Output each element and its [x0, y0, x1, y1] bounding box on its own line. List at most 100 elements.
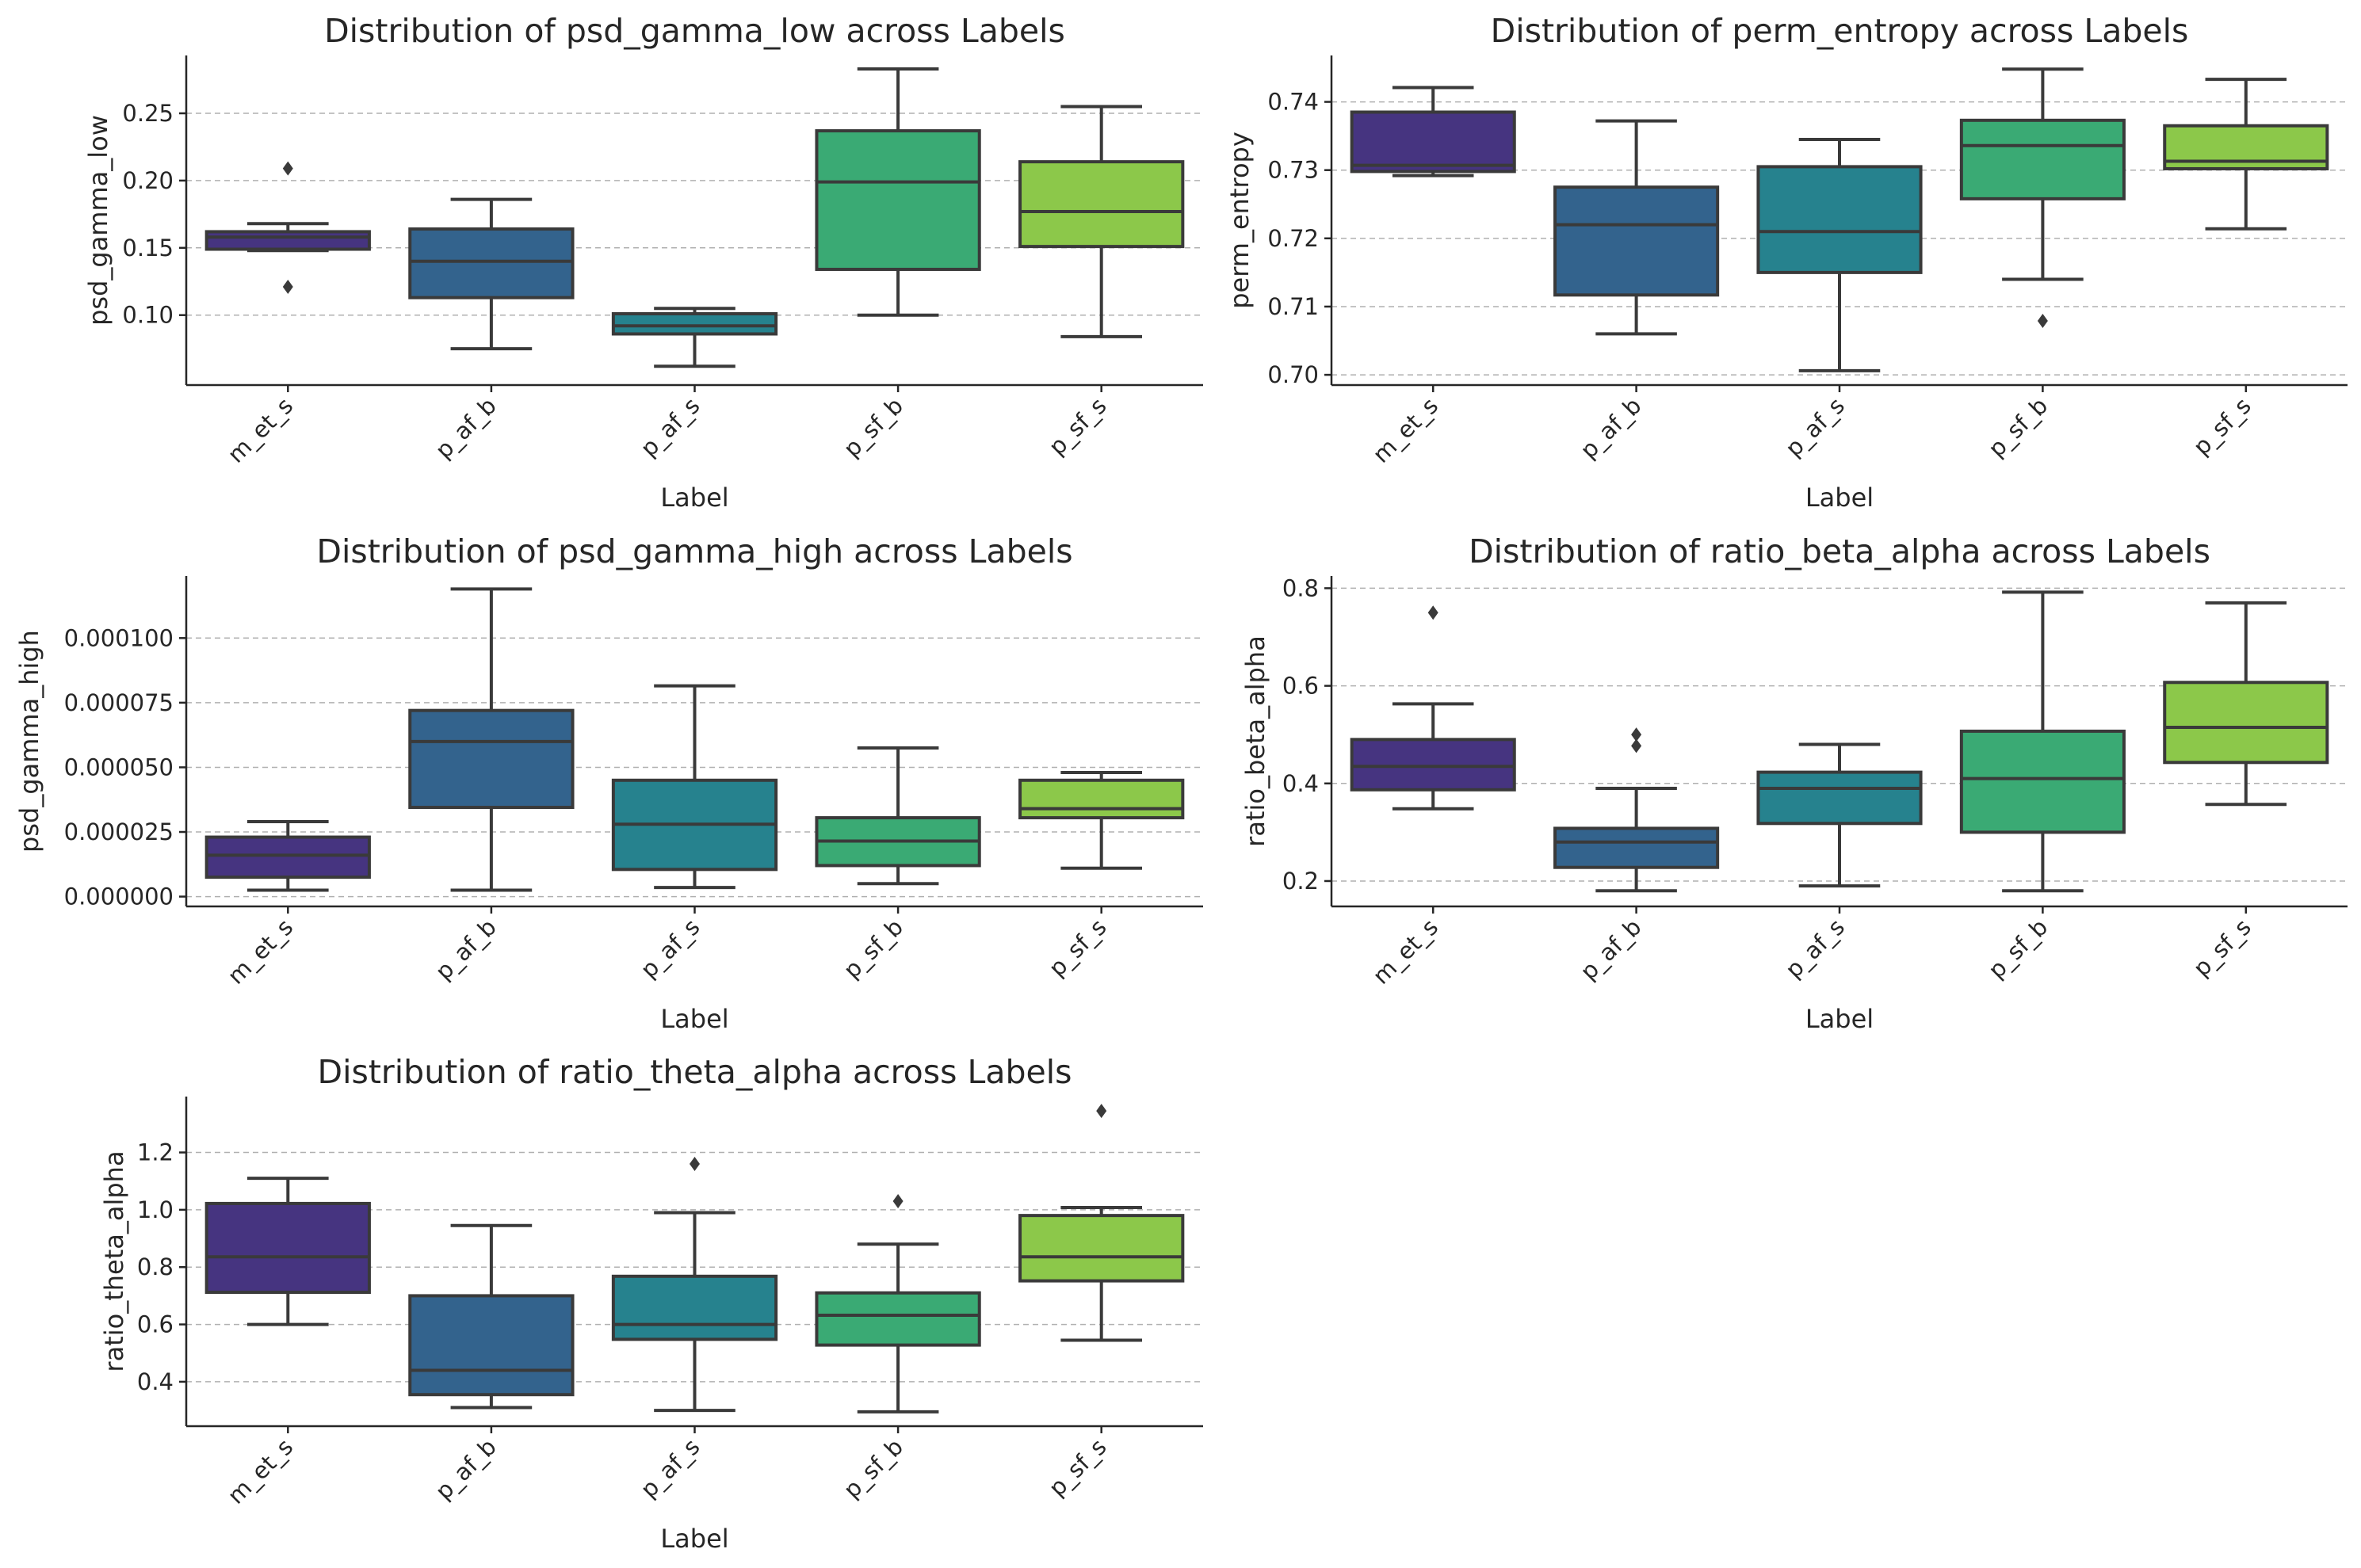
- iqr-box: [1350, 738, 1516, 792]
- iqr-box: [1018, 160, 1185, 249]
- x-tick-label: p_sf_b: [839, 1433, 908, 1503]
- x-tick-label: p_af_b: [430, 1433, 501, 1505]
- x-tick-label: p_af_s: [635, 1433, 705, 1503]
- chart-title: Distribution of perm_entropy across Labe…: [1491, 12, 2189, 50]
- subplot-1: 0.70 0.71 0.72 0.73 0.74 m_et_s p_af_b p_af_s p_…: [1224, 12, 2348, 513]
- iqr-box: [611, 312, 778, 336]
- x-tick-label: p_sf_b: [839, 914, 908, 983]
- box-p_sf_b: [1959, 590, 2126, 893]
- box-p_sf_s: [1018, 1104, 1185, 1342]
- chart-title: Distribution of psd_gamma_low across Lab…: [324, 12, 1065, 50]
- outlier-point: [282, 280, 293, 295]
- x-axis-label: Label: [660, 1524, 728, 1554]
- iqr-box: [815, 129, 981, 271]
- iqr-box: [1959, 118, 2126, 200]
- outlier-point: [1631, 727, 1642, 742]
- y-tick-label: 0.000075: [64, 689, 174, 716]
- y-axis-label: ratio_theta_alpha: [99, 1150, 129, 1372]
- x-axis-label: Label: [660, 1004, 728, 1034]
- y-axis-label: psd_gamma_high: [14, 630, 44, 853]
- y-tick-label: 0.71: [1267, 293, 1319, 320]
- iqr-box: [408, 1294, 575, 1397]
- x-tick-label: p_af_s: [635, 392, 705, 462]
- y-tick-label: 0.000025: [64, 818, 174, 845]
- y-tick-label: 0.4: [1282, 770, 1319, 797]
- box-p_af_s: [1756, 742, 1923, 888]
- box-p_af_s: [611, 307, 778, 368]
- iqr-box: [1350, 110, 1516, 174]
- chart-title: Distribution of ratio_theta_alpha across…: [318, 1053, 1072, 1091]
- x-tick-label: p_af_b: [430, 392, 501, 464]
- iqr-box: [815, 1291, 981, 1347]
- x-tick-label: p_sf_b: [1983, 914, 2053, 983]
- iqr-box: [2163, 681, 2329, 765]
- chart-title: Distribution of psd_gamma_high across La…: [316, 532, 1072, 570]
- box-p_af_b: [408, 1223, 575, 1410]
- iqr-box: [1018, 1214, 1185, 1283]
- outlier-point: [690, 1157, 700, 1172]
- subplot-3: 0.2 0.4 0.6 0.8 m_et_s p_af_b p_af_s p_sf_b p_sf…: [1240, 532, 2348, 1034]
- y-tick-label: 1.0: [137, 1196, 174, 1223]
- x-tick-label: m_et_s: [1367, 914, 1443, 990]
- box-m_et_s: [1350, 86, 1516, 177]
- x-tick-label: p_sf_s: [2188, 914, 2256, 982]
- box-p_af_s: [1756, 137, 1923, 372]
- x-tick-label: p_af_b: [1575, 392, 1646, 464]
- x-axis-label: Label: [660, 483, 728, 513]
- y-axis-label: ratio_beta_alpha: [1240, 635, 1270, 847]
- x-axis-label: Label: [1805, 1004, 1874, 1034]
- y-tick-label: 0.25: [122, 100, 174, 127]
- y-tick-label: 0.4: [137, 1368, 174, 1395]
- x-tick-label: m_et_s: [222, 914, 298, 990]
- x-tick-label: p_af_b: [1575, 914, 1646, 985]
- box-p_sf_s: [1018, 105, 1185, 338]
- y-tick-label: 0.6: [1282, 673, 1319, 700]
- box-m_et_s: [204, 1177, 371, 1326]
- iqr-box: [1756, 770, 1923, 826]
- y-tick-label: 0.000050: [64, 753, 174, 780]
- outlier-point: [892, 1194, 904, 1209]
- x-tick-label: p_af_s: [1780, 392, 1850, 462]
- y-axis-label: psd_gamma_low: [83, 115, 113, 326]
- box-p_sf_b: [1959, 67, 2126, 329]
- y-tick-label: 0.000000: [64, 883, 174, 910]
- x-tick-label: p_af_s: [1780, 914, 1850, 983]
- box-p_sf_b: [815, 746, 981, 886]
- outlier-point: [1631, 738, 1642, 753]
- box-m_et_s: [204, 161, 371, 295]
- outlier-point: [282, 161, 293, 176]
- iqr-box: [204, 1201, 371, 1295]
- iqr-box: [1959, 729, 2126, 834]
- iqr-box: [1553, 826, 1720, 869]
- iqr-box: [204, 835, 371, 879]
- iqr-box: [1018, 778, 1185, 820]
- iqr-box: [1756, 165, 1923, 274]
- box-p_af_b: [408, 587, 575, 892]
- iqr-box: [1553, 185, 1720, 297]
- iqr-box: [408, 708, 575, 810]
- box-m_et_s: [1350, 605, 1516, 811]
- y-tick-label: 0.8: [1282, 574, 1319, 601]
- box-p_sf_s: [2163, 601, 2329, 807]
- y-tick-label: 0.000100: [64, 624, 174, 651]
- box-p_af_s: [611, 684, 778, 890]
- x-tick-label: m_et_s: [222, 1433, 298, 1509]
- y-tick-label: 0.15: [122, 235, 174, 261]
- y-tick-label: 0.72: [1267, 225, 1319, 252]
- x-tick-label: m_et_s: [1367, 392, 1443, 468]
- x-axis-label: Label: [1805, 483, 1874, 513]
- box-p_sf_s: [2163, 78, 2329, 231]
- outlier-point: [2037, 314, 2048, 329]
- chart-title: Distribution of ratio_beta_alpha across …: [1469, 532, 2210, 570]
- subplot-4: 0.4 0.6 0.8 1.0 1.2 m_et_s p_af_b p_af_s p_sf_b p…: [99, 1053, 1203, 1554]
- box-p_af_s: [611, 1157, 778, 1413]
- iqr-box: [611, 1274, 778, 1341]
- box-m_et_s: [204, 819, 371, 892]
- subplot-2: 0.000000 0.000025 0.000050 0.000075 0.000100…: [14, 532, 1203, 1034]
- y-tick-label: 0.6: [137, 1311, 174, 1338]
- outlier-point: [1096, 1104, 1107, 1119]
- box-p_sf_b: [815, 1194, 981, 1413]
- x-tick-label: p_af_s: [635, 914, 705, 983]
- box-p_af_b: [1553, 727, 1720, 893]
